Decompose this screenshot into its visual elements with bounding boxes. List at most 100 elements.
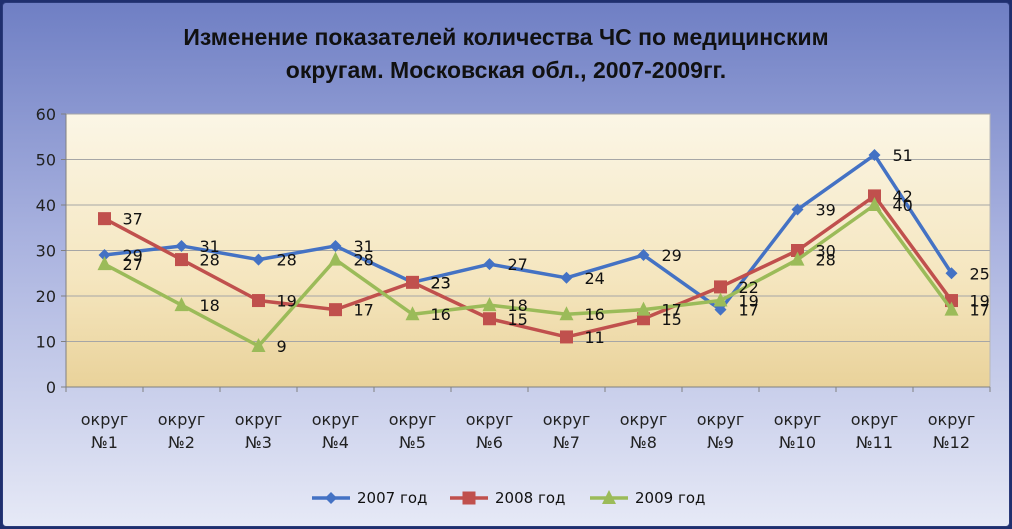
x-tick-label: округ №6	[466, 410, 513, 452]
data-label: 37	[123, 210, 143, 229]
x-tick-label: округ №4	[312, 410, 359, 452]
data-point	[98, 249, 111, 262]
data-point	[329, 303, 342, 317]
x-tick-label: округ №2	[158, 410, 205, 452]
x-tick-label: округ №1	[81, 410, 128, 452]
data-point	[483, 258, 496, 271]
data-point	[868, 189, 881, 203]
y-tick-label: 60	[36, 105, 56, 124]
data-point	[175, 239, 188, 252]
data-point	[251, 338, 266, 353]
data-label: 11	[585, 328, 605, 347]
chart-title-line: Изменение показателей количества ЧС по м…	[183, 24, 828, 50]
data-point	[559, 306, 574, 321]
data-point	[175, 253, 188, 267]
chart-title-line: округам. Московская обл., 2007-2009гг.	[286, 57, 726, 83]
x-tick-label: округ №3	[235, 410, 282, 452]
data-point	[945, 267, 958, 280]
data-point	[405, 306, 420, 321]
y-tick-label: 30	[36, 242, 56, 261]
y-tick-label: 0	[46, 378, 56, 397]
data-point	[790, 251, 805, 266]
data-point	[637, 249, 650, 262]
data-point	[636, 301, 651, 316]
axes: 0 10 20 30 40 50 60 округ №1 округ №2 округ №3 округ №…	[36, 105, 991, 452]
data-label: 19	[739, 292, 759, 311]
data-point	[483, 312, 496, 326]
data-label: 28	[200, 251, 220, 270]
data-label: 16	[585, 305, 605, 324]
y-tick-label: 10	[36, 333, 56, 352]
data-label: 15	[662, 310, 682, 329]
chart-title: Изменение показателей количества ЧС по м…	[183, 24, 828, 83]
data-point	[791, 244, 804, 257]
data-point	[328, 251, 343, 266]
data-point	[714, 280, 727, 294]
data-label: 40	[893, 196, 913, 215]
data-point	[868, 148, 881, 161]
data-label: 24	[585, 269, 605, 288]
series-line-2	[103, 194, 953, 339]
data-label: 18	[508, 296, 528, 315]
data-point	[714, 303, 727, 316]
data-label: 9	[277, 337, 287, 356]
data-point	[867, 197, 882, 211]
data-label: 15	[508, 310, 528, 329]
data-point	[406, 275, 419, 289]
data-label: 27	[123, 255, 143, 274]
data-point	[98, 212, 111, 226]
data-label: 22	[739, 278, 759, 297]
x-tick-label: округ №10	[774, 410, 821, 452]
data-label: 23	[431, 273, 451, 292]
data-label: 17	[739, 301, 759, 320]
data-label: 16	[431, 305, 451, 324]
data-point	[482, 297, 497, 312]
data-label: 30	[816, 242, 836, 261]
legend-swatch-marker	[602, 490, 616, 504]
y-tick-label: 40	[36, 196, 56, 215]
data-point	[97, 256, 112, 271]
y-tick-label: 20	[36, 287, 56, 306]
x-tick-label: округ №7	[543, 410, 590, 452]
data-point	[560, 330, 573, 344]
data-label: 28	[354, 251, 374, 270]
x-tick-label: округ №8	[620, 410, 667, 452]
data-label: 17	[354, 301, 374, 320]
y-tick-label: 50	[36, 151, 56, 170]
data-point	[560, 271, 573, 284]
data-point	[944, 301, 959, 316]
legend: 2007 год 2008 год 2009 год	[312, 489, 705, 507]
legend-swatch-marker	[325, 492, 337, 504]
data-label: 28	[816, 251, 836, 270]
gridlines	[66, 113, 990, 388]
data-label: 25	[970, 264, 990, 283]
data-label: 27	[508, 255, 528, 274]
data-label: 51	[893, 146, 913, 165]
legend-entry-label: 2007 год	[357, 489, 427, 507]
data-point	[174, 297, 189, 312]
x-tick-label: округ №12	[928, 410, 975, 452]
data-label: 28	[277, 251, 297, 270]
data-label: 19	[277, 292, 297, 311]
legend-swatch-marker	[462, 491, 476, 505]
data-point	[329, 239, 342, 252]
data-label: 17	[970, 301, 990, 320]
x-tick-label: округ №9	[697, 410, 744, 452]
series-line-1	[104, 153, 953, 312]
data-point	[252, 294, 265, 308]
x-tick-label: округ №11	[851, 410, 898, 452]
data-point	[791, 203, 804, 216]
data-point	[713, 292, 728, 307]
data-label: 31	[200, 237, 220, 256]
data-label: 19	[970, 292, 990, 311]
x-tick-label: округ №5	[389, 410, 436, 452]
data-label: 29	[662, 246, 682, 265]
legend-entry-label: 2008 год	[495, 489, 565, 507]
legend-entry-label: 2009 год	[635, 489, 705, 507]
data-label: 23	[431, 273, 451, 292]
series-lines	[97, 148, 959, 353]
data-point	[252, 253, 265, 266]
data-label: 39	[816, 201, 836, 220]
